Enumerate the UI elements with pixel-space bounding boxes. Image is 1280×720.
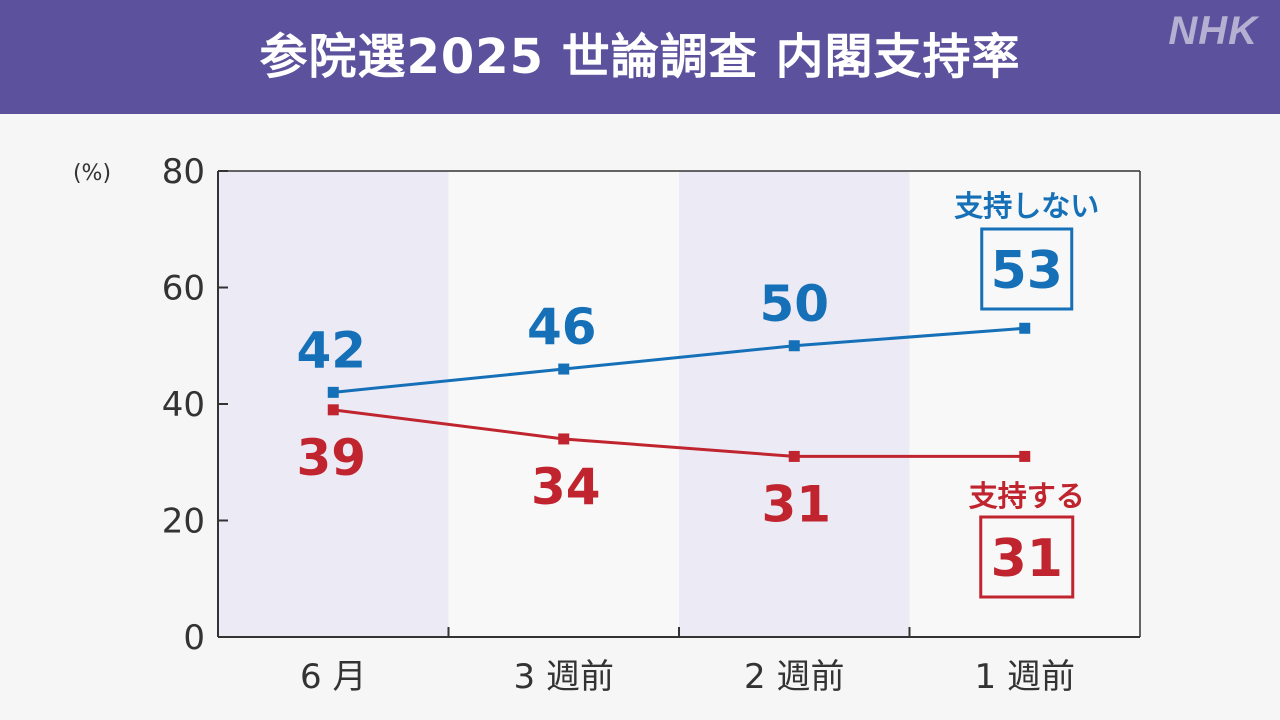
- final-value-not-support: 53: [991, 241, 1063, 301]
- data-label: 34: [531, 458, 601, 516]
- x-axis-categories: 6 月 3 週前 2 週前 1 週前: [300, 627, 1075, 697]
- final-value-support: 31: [991, 529, 1063, 589]
- y-tick-label: 60: [162, 269, 205, 309]
- data-label: 31: [761, 475, 831, 533]
- y-tick-label: 80: [162, 152, 205, 192]
- series-point: [558, 433, 570, 445]
- y-tick-label: 40: [162, 385, 205, 425]
- series-line: [333, 326, 1025, 394]
- series-line: [333, 408, 1025, 458]
- series-labels: 支持しない 53 支持する 31: [954, 189, 1099, 599]
- y-axis-unit: (%): [73, 161, 111, 186]
- y-tick-label: 20: [162, 502, 205, 542]
- series-point: [788, 340, 800, 352]
- column-band: [218, 171, 449, 637]
- x-category-label: 1 週前: [975, 657, 1075, 697]
- data-labels: 42 46 50 39 34 31: [296, 275, 831, 534]
- series-point: [788, 450, 800, 462]
- x-category-label: 2 週前: [744, 657, 844, 697]
- column-band: [679, 171, 910, 637]
- column-bands: [218, 171, 1140, 637]
- data-label: 42: [296, 321, 366, 379]
- nhk-logo: NHK: [1168, 9, 1258, 53]
- data-label: 39: [296, 429, 366, 487]
- x-category-label: 3 週前: [514, 657, 614, 697]
- page-title: 参院選2025 世論調査 内閣支持率: [259, 29, 1021, 85]
- y-tick-label: 0: [183, 618, 205, 658]
- series-point: [327, 404, 339, 416]
- x-category-label: 6 月: [300, 657, 366, 697]
- final-value-box: [979, 515, 1075, 599]
- y-axis-ticks: 0 20 40 60 80 (%): [73, 152, 228, 658]
- series-point: [558, 363, 570, 375]
- final-value-box: [980, 227, 1074, 311]
- series-point: [327, 386, 339, 398]
- data-label: 50: [759, 275, 829, 333]
- title-bar: 参院選2025 世論調査 内閣支持率 NHK: [0, 0, 1280, 114]
- series-point: [1019, 322, 1031, 334]
- data-label: 46: [527, 298, 597, 356]
- series-point: [1019, 450, 1031, 462]
- series-points: [327, 322, 1031, 462]
- series-label-support: 支持する: [969, 479, 1085, 513]
- series-lines: [333, 326, 1025, 458]
- series-label-not-support: 支持しない: [954, 189, 1099, 223]
